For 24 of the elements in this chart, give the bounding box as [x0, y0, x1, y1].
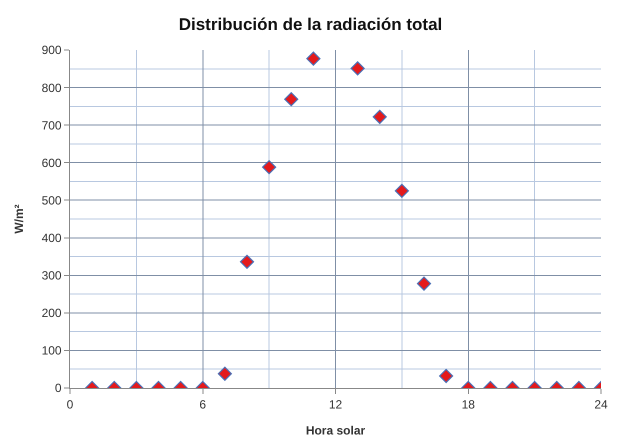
y-tick-label: 500 — [42, 193, 62, 208]
point — [350, 61, 365, 76]
x-tick-label: 24 — [594, 397, 608, 412]
chart-title: Distribución de la radiación total — [178, 14, 442, 34]
point — [284, 92, 298, 106]
y-tick-label: 400 — [42, 230, 62, 245]
y-tick-label: 700 — [42, 118, 62, 132]
point — [394, 184, 409, 198]
y-tick-label: 600 — [42, 156, 62, 170]
y-axis-title: W/m² — [12, 204, 26, 234]
point — [262, 160, 276, 174]
y-tick-label: 900 — [42, 43, 62, 58]
x-tick-label: 6 — [199, 397, 206, 412]
y-tick-label: 200 — [42, 306, 62, 320]
x-tick-label: 0 — [66, 397, 74, 412]
x-tick-label: 12 — [328, 397, 342, 412]
x-axis-title: Hora solar — [306, 423, 366, 438]
y-tick-label: 0 — [54, 381, 62, 396]
y-tick-label: 800 — [42, 80, 62, 95]
y-tick-label: 100 — [42, 344, 62, 358]
x-tick-label: 18 — [462, 397, 476, 412]
point — [306, 52, 320, 66]
y-tick-label: 300 — [42, 268, 62, 283]
point — [372, 110, 387, 124]
